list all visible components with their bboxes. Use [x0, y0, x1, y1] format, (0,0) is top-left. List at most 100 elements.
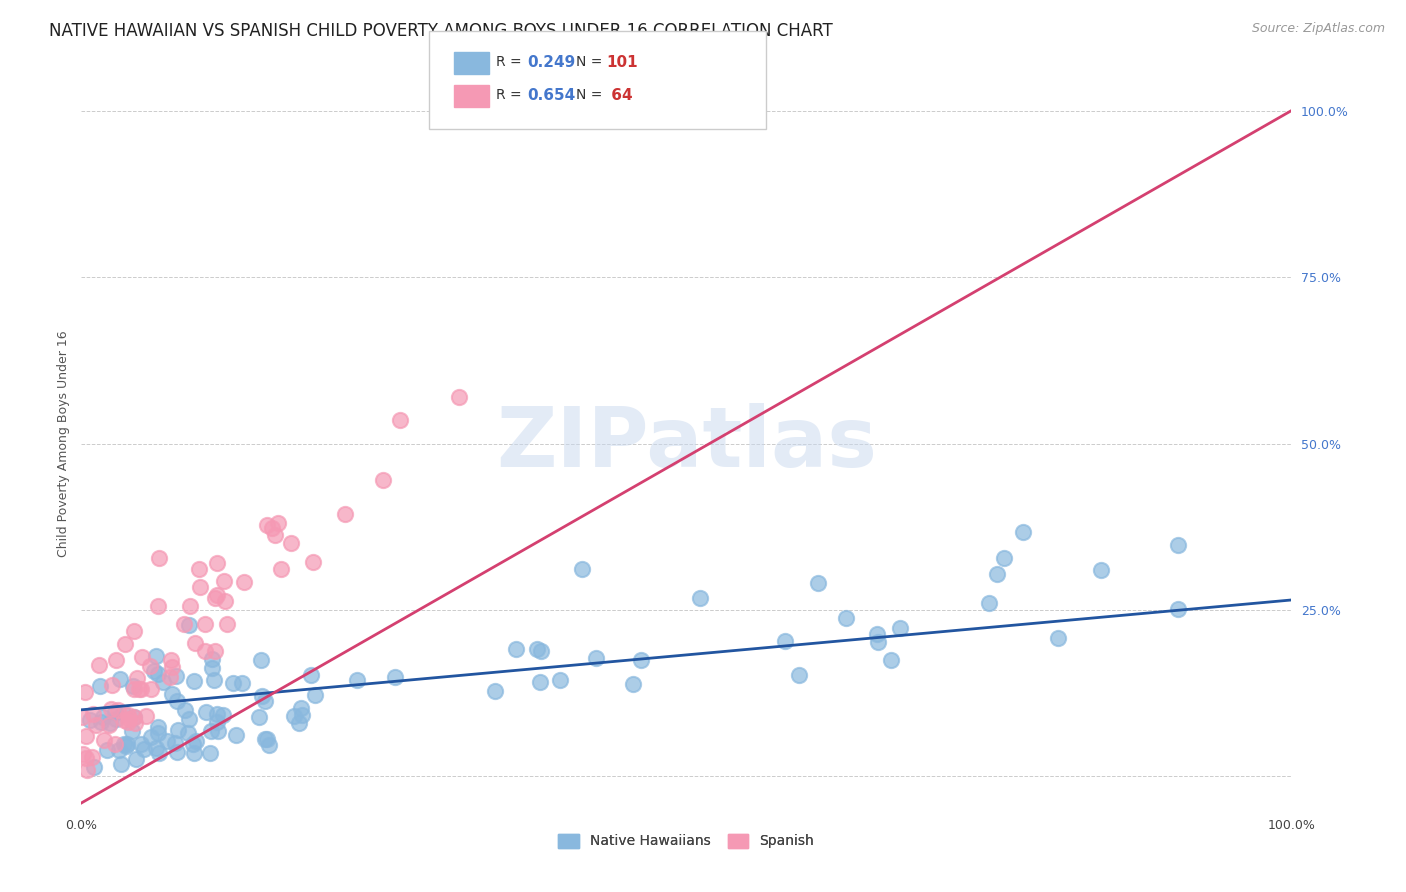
Point	[89, 679, 111, 693]
Point	[122, 681, 145, 696]
Point	[195, 705, 218, 719]
Point	[1090, 563, 1112, 577]
Point	[204, 644, 226, 658]
Point	[135, 709, 157, 723]
Point	[207, 714, 229, 729]
Point	[90, 714, 112, 729]
Point	[389, 413, 412, 427]
Point	[335, 507, 357, 521]
Point	[183, 674, 205, 689]
Point	[993, 550, 1015, 565]
Point	[789, 668, 811, 682]
Point	[249, 653, 271, 667]
Point	[110, 756, 132, 771]
Text: R =: R =	[496, 88, 526, 103]
Point	[129, 738, 152, 752]
Point	[201, 661, 224, 675]
Point	[114, 637, 136, 651]
Point	[75, 751, 97, 765]
Point	[253, 731, 276, 746]
Point	[80, 750, 103, 764]
Point	[447, 390, 470, 404]
Point	[105, 653, 128, 667]
Point	[205, 556, 228, 570]
Point	[484, 684, 506, 698]
Text: 101: 101	[606, 55, 637, 70]
Point	[807, 575, 830, 590]
Point	[529, 674, 551, 689]
Point	[112, 737, 135, 751]
Point	[104, 706, 127, 720]
Point	[173, 617, 195, 632]
Point	[291, 708, 314, 723]
Point	[280, 535, 302, 549]
Point	[125, 752, 148, 766]
Point	[253, 694, 276, 708]
Point	[139, 658, 162, 673]
Text: 0.654: 0.654	[527, 88, 575, 103]
Point	[112, 706, 135, 720]
Point	[630, 653, 652, 667]
Point	[866, 627, 889, 641]
Point	[107, 702, 129, 716]
Point	[83, 760, 105, 774]
Point	[173, 703, 195, 717]
Point	[96, 743, 118, 757]
Point	[215, 617, 238, 632]
Point	[256, 517, 278, 532]
Point	[304, 689, 326, 703]
Point	[198, 747, 221, 761]
Point	[112, 713, 135, 727]
Point	[283, 709, 305, 723]
Point	[835, 611, 858, 625]
Point	[225, 728, 247, 742]
Point	[86, 718, 108, 732]
Point	[179, 599, 201, 613]
Point	[117, 714, 139, 729]
Point	[131, 650, 153, 665]
Point	[156, 734, 179, 748]
Point	[100, 702, 122, 716]
Point	[384, 670, 406, 684]
Text: 64: 64	[606, 88, 633, 103]
Point	[139, 730, 162, 744]
Point	[91, 710, 114, 724]
Point	[166, 694, 188, 708]
Point	[260, 521, 283, 535]
Point	[108, 743, 131, 757]
Point	[270, 562, 292, 576]
Point	[866, 635, 889, 649]
Point	[1167, 602, 1189, 616]
Point	[145, 741, 167, 756]
Point	[373, 473, 395, 487]
Point	[124, 710, 146, 724]
Point	[880, 653, 903, 667]
Point	[115, 739, 138, 753]
Point	[143, 664, 166, 678]
Point	[79, 713, 101, 727]
Text: 0.249: 0.249	[527, 55, 575, 70]
Point	[148, 726, 170, 740]
Point	[101, 677, 124, 691]
Point	[986, 567, 1008, 582]
Point	[302, 555, 325, 569]
Point	[187, 562, 209, 576]
Point	[346, 673, 368, 687]
Point	[134, 741, 156, 756]
Point	[160, 653, 183, 667]
Point	[530, 644, 553, 658]
Point	[977, 596, 1000, 610]
Point	[201, 652, 224, 666]
Point	[72, 747, 94, 761]
Point	[115, 737, 138, 751]
Point	[212, 574, 235, 588]
Point	[179, 617, 201, 632]
Point	[162, 660, 184, 674]
Point	[689, 591, 711, 606]
Point	[105, 712, 128, 726]
Point	[148, 550, 170, 565]
Point	[211, 707, 233, 722]
Point	[585, 650, 607, 665]
Point	[505, 642, 527, 657]
Y-axis label: Child Poverty Among Boys Under 16: Child Poverty Among Boys Under 16	[58, 330, 70, 557]
